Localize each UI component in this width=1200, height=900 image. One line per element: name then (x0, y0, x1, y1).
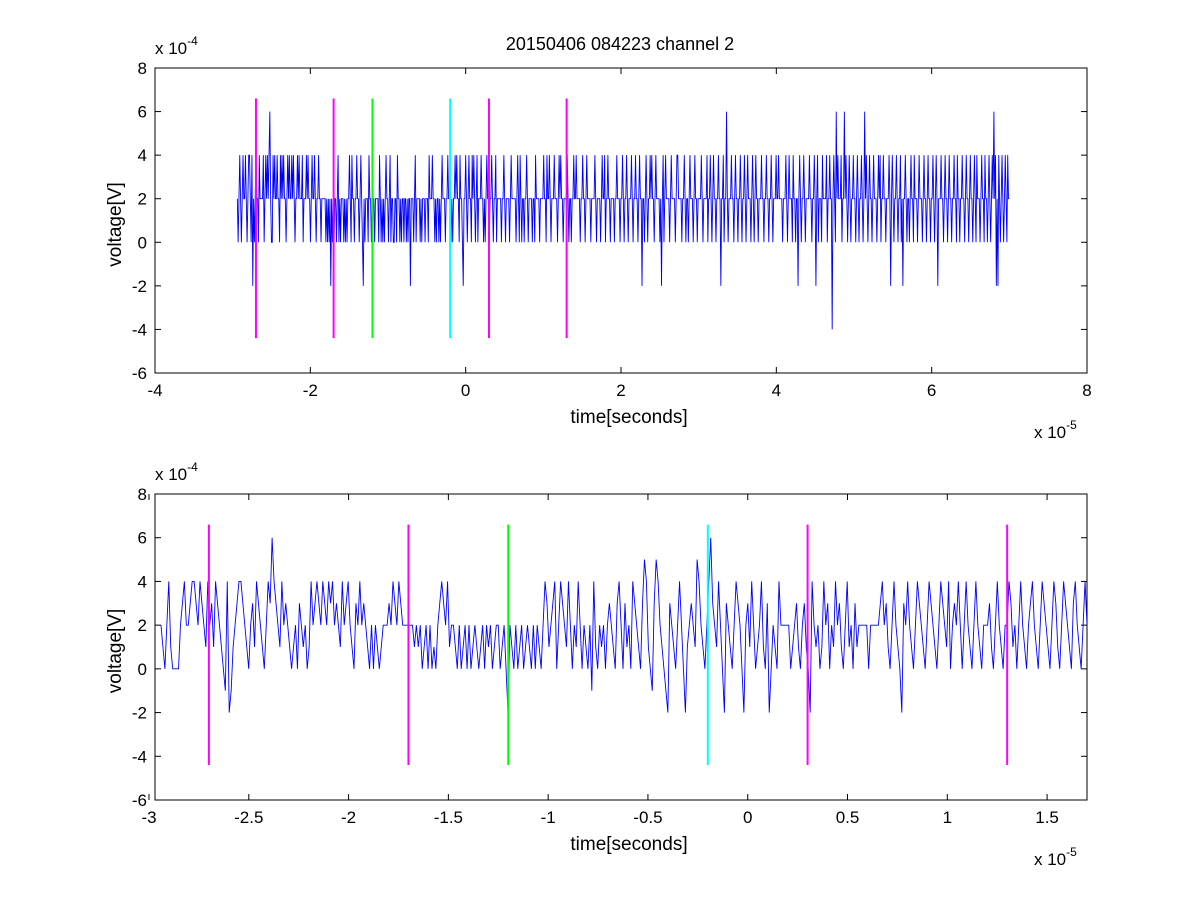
y-tick-label: 0 (138, 233, 147, 252)
figure-title: 20150406 084223 channel 2 (506, 34, 734, 54)
x-tick-label: -0.5 (633, 808, 662, 827)
x-tick-label: -4 (147, 381, 162, 400)
y-tick-label: 6 (138, 529, 147, 548)
y-tick-label: -4 (132, 747, 147, 766)
y-tick-label: -2 (132, 277, 147, 296)
x-tick-label: 0 (743, 808, 752, 827)
x-tick-label: -2 (341, 808, 356, 827)
y-tick-label: -6 (132, 791, 147, 810)
voltage-trace (236, 111, 1010, 330)
x-tick-label: 8 (1082, 381, 1091, 400)
x-tick-label: 0.5 (836, 808, 860, 827)
y-tick-label: -6 (132, 364, 147, 383)
y-tick-label: 4 (138, 146, 147, 165)
x-tick-label: -2 (303, 381, 318, 400)
x-axis-label: time[seconds] (570, 834, 687, 855)
x-tick-label: -1 (541, 808, 556, 827)
y-tick-label: 8 (138, 485, 147, 504)
x-exponent-sup: -5 (1066, 845, 1077, 859)
y-tick-label: 2 (138, 190, 147, 209)
x-exponent-sup: -5 (1066, 418, 1077, 432)
plot-area (236, 98, 1010, 339)
y-tick-label: 0 (138, 660, 147, 679)
plot-area (160, 524, 1087, 766)
y-tick-label: -2 (132, 704, 147, 723)
voltage-trace (160, 537, 1087, 713)
x-tick-label: 1.5 (1035, 808, 1059, 827)
x-tick-label: 0 (461, 381, 470, 400)
y-axis-label: voltage[V] (105, 182, 126, 267)
y-tick-label: 4 (138, 572, 147, 591)
y-exponent-sup: -4 (187, 34, 198, 48)
y-tick-label: 6 (138, 103, 147, 122)
y-exponent-sup: -4 (187, 460, 198, 474)
x-axis-label: time[seconds] (570, 407, 687, 428)
x-tick-label: 1 (943, 808, 952, 827)
x-tick-label: 6 (927, 381, 936, 400)
y-tick-label: 2 (138, 616, 147, 635)
x-tick-label: -2.5 (234, 808, 263, 827)
x-tick-label: 4 (772, 381, 781, 400)
x-tick-label: -1.5 (434, 808, 463, 827)
bottom-plot: -3 -2.5 -2 -1.5 -1 -0.5 0 0.5 1 1.5 -6 -4 -2 0 2 4 6 8 tim… (105, 460, 1088, 869)
y-tick-label: 8 (138, 59, 147, 78)
y-axis-label: voltage[V] (105, 609, 126, 694)
x-tick-label: -3 (141, 808, 156, 827)
axes-box (154, 493, 1088, 801)
y-tick-label: -4 (132, 320, 147, 339)
top-plot: -4 -2 0 2 4 6 8-6-4-202468time[seconds]voltage… (105, 34, 1092, 442)
x-tick-label: 2 (616, 381, 625, 400)
